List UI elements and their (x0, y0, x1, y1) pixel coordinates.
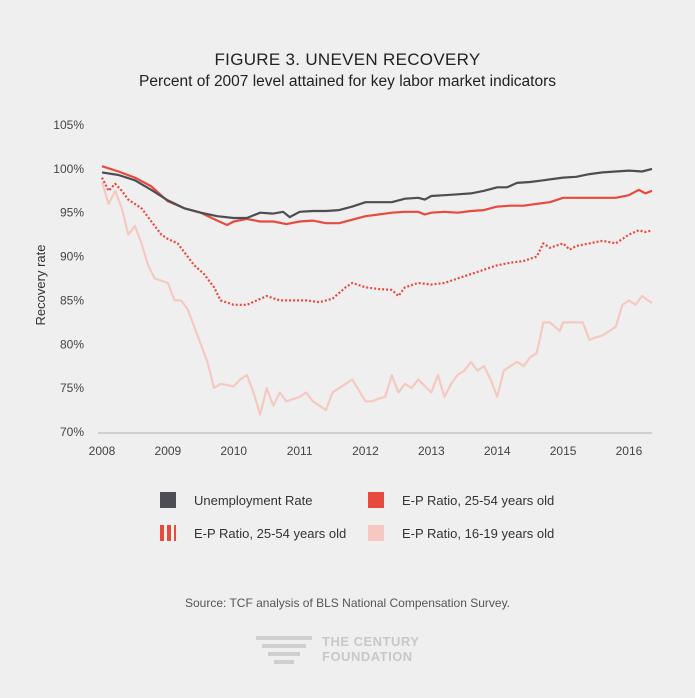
logo-text: THE CENTURY FOUNDATION (322, 634, 419, 664)
logo-mark-icon (256, 634, 312, 664)
x-tick-label: 2016 (616, 444, 643, 458)
logo-line-1: THE CENTURY (322, 634, 420, 649)
y-axis-label: Recovery rate (33, 245, 48, 326)
series-line-e-p-ratio-25-54-years-old-solid (101, 165, 653, 227)
legend-item-ep-ratio-25-54-solid: E-P Ratio, 25-54 years old (368, 491, 554, 509)
legend-swatch-unemployment-rate (160, 492, 176, 508)
logo-line-2: FOUNDATION (322, 649, 413, 664)
legend-item-unemployment-rate: Unemployment Rate (160, 491, 313, 509)
x-tick-label: 2014 (484, 444, 511, 458)
x-tick-label: 2013 (418, 444, 445, 458)
y-tick-label: 95% (60, 206, 84, 220)
x-tick-label: 2011 (287, 444, 313, 458)
series-line-unemployment-rate-solid (101, 167, 653, 220)
x-tick-label: 2010 (220, 444, 247, 458)
y-tick-label: 100% (53, 162, 84, 176)
y-tick-label: 75% (60, 381, 84, 395)
legend-item-ep-ratio-25-54-dotted: E-P Ratio, 25-54 years old (160, 524, 346, 542)
x-tick-label: 2015 (550, 444, 577, 458)
x-axis: 2008 2009 2010 2011 2012 2013 2014 2015 2016 (89, 432, 652, 458)
series-line-e-p-ratio-25-54-years-old-dotted (101, 177, 653, 306)
legend-label: E-P Ratio, 25-54 years old (194, 525, 347, 541)
legend-label: Unemployment Rate (194, 492, 313, 508)
y-tick-label: 70% (60, 425, 84, 439)
legend-label: E-P Ratio, 25-54 years old (402, 492, 555, 508)
y-tick-label: 90% (60, 250, 84, 264)
century-foundation-logo: THE CENTURY FOUNDATION (256, 634, 419, 664)
x-tick-label: 2008 (89, 444, 116, 458)
y-tick-label: 105% (53, 118, 84, 132)
y-axis: 70% 75% 80% 85% 90% 95% 100% 105% (53, 118, 84, 439)
x-tick-label: 2009 (155, 444, 182, 458)
legend-swatch-ep-ratio-16-19 (368, 525, 384, 541)
legend-item-ep-ratio-16-19: E-P Ratio, 16-19 years old (368, 524, 554, 542)
series-group (100, 165, 653, 416)
legend-swatch-ep-ratio-25-54-solid (368, 492, 384, 508)
series-line-e-p-ratio-16-19-years-old-solid (100, 181, 653, 416)
y-tick-label: 80% (60, 337, 84, 351)
y-tick-label: 85% (60, 293, 84, 307)
x-tick-label: 2012 (352, 444, 379, 458)
chart-subtitle: Percent of 2007 level attained for key l… (138, 73, 556, 90)
legend-swatch-ep-ratio-25-54-dotted (160, 525, 176, 541)
source-note: Source: TCF analysis of BLS National Com… (184, 596, 511, 610)
legend-label: E-P Ratio, 16-19 years old (402, 525, 555, 541)
chart-title: FIGURE 3. UNEVEN RECOVERY (214, 50, 481, 69)
